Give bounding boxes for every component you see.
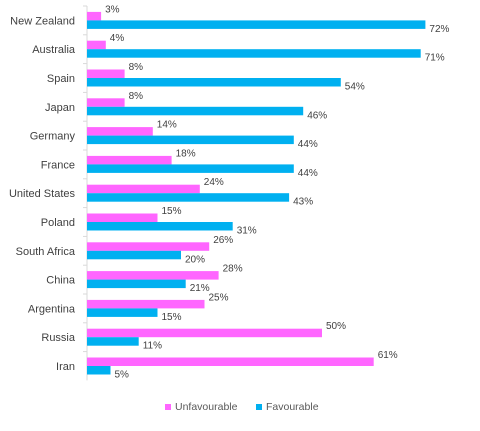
category-label-australia: Australia: [32, 44, 76, 56]
legend-swatch-favourable: [256, 404, 262, 410]
bar-unfavourable-argentina: [87, 299, 205, 309]
bar-favourable-australia: [87, 49, 421, 58]
data-label-unfavourable-poland: 15%: [162, 206, 182, 217]
data-labels: 3% 72% 4% 71% 8% 54% 8% 46% 14% 44% 18% 44% 24% 43% 15…: [105, 4, 449, 380]
bar-favourable-new-zealand: [87, 20, 426, 29]
category-label-spain: Spain: [47, 73, 75, 85]
bar-unfavourable-japan: [87, 98, 125, 107]
data-label-unfavourable-germany: 14%: [157, 120, 177, 131]
bars: [87, 11, 426, 375]
bar-unfavourable-new-zealand: [87, 11, 102, 21]
bar-unfavourable-france: [87, 155, 172, 165]
data-label-favourable-china: 21%: [190, 283, 210, 294]
bar-favourable-united-states: [87, 193, 290, 202]
bar-favourable-spain: [87, 78, 341, 87]
bar-unfavourable-united-states: [87, 184, 200, 194]
data-label-unfavourable-russia: 50%: [326, 321, 346, 332]
bar-favourable-iran: [87, 366, 111, 375]
data-label-unfavourable-australia: 4%: [110, 33, 125, 44]
data-label-unfavourable-iran: 61%: [378, 350, 398, 361]
bar-unfavourable-poland: [87, 213, 158, 222]
bar-favourable-germany: [87, 135, 294, 145]
category-label-germany: Germany: [30, 131, 76, 143]
data-label-favourable-germany: 44%: [298, 139, 318, 150]
bar-favourable-japan: [87, 106, 304, 116]
bar-favourable-argentina: [87, 308, 158, 317]
data-label-favourable-france: 44%: [298, 168, 318, 179]
y-axis: New Zealand Australia Spain Japan Germany Fra…: [9, 5, 88, 381]
legend-label-unfavourable: Unfavourable: [175, 401, 238, 413]
data-label-unfavourable-south-africa: 26%: [213, 235, 233, 246]
legend-swatch-unfavourable: [165, 404, 171, 410]
category-label-south-africa: South Africa: [16, 246, 76, 258]
data-label-favourable-iran: 5%: [115, 370, 130, 381]
data-label-favourable-poland: 31%: [237, 226, 257, 237]
data-label-favourable-japan: 46%: [307, 110, 327, 121]
data-label-unfavourable-united-states: 24%: [204, 177, 224, 188]
data-label-unfavourable-japan: 8%: [129, 91, 144, 102]
data-label-favourable-argentina: 15%: [162, 312, 182, 323]
bar-unfavourable-china: [87, 271, 219, 280]
data-label-unfavourable-france: 18%: [176, 148, 196, 159]
category-label-argentina: Argentina: [28, 303, 76, 315]
bar-favourable-poland: [87, 222, 233, 231]
bar-favourable-france: [87, 164, 294, 173]
data-label-unfavourable-argentina: 25%: [209, 292, 229, 303]
category-label-russia: Russia: [41, 332, 76, 344]
bar-favourable-china: [87, 279, 186, 289]
category-label-iran: Iran: [56, 361, 75, 373]
data-label-unfavourable-new-zealand: 3%: [105, 4, 120, 15]
category-label-france: France: [41, 159, 75, 171]
category-label-united-states: United States: [9, 188, 76, 200]
bar-favourable-russia: [87, 337, 139, 346]
category-label-china: China: [46, 275, 76, 287]
bar-unfavourable-south-africa: [87, 242, 210, 251]
data-label-unfavourable-spain: 8%: [129, 62, 144, 73]
data-label-favourable-new-zealand: 72%: [429, 24, 449, 35]
category-label-japan: Japan: [45, 102, 75, 114]
data-label-favourable-united-states: 43%: [293, 197, 313, 208]
category-label-new-zealand: New Zealand: [10, 15, 75, 27]
bar-unfavourable-australia: [87, 40, 106, 50]
data-label-favourable-australia: 71%: [425, 53, 445, 64]
data-label-unfavourable-china: 28%: [223, 264, 243, 275]
bar-favourable-south-africa: [87, 250, 181, 260]
category-label-poland: Poland: [41, 217, 75, 229]
bar-unfavourable-russia: [87, 328, 322, 338]
legend: Unfavourable Favourable: [165, 401, 319, 413]
data-label-favourable-russia: 11%: [143, 341, 162, 352]
legend-label-favourable: Favourable: [266, 401, 319, 413]
bar-unfavourable-spain: [87, 69, 125, 78]
bar-unfavourable-germany: [87, 127, 153, 136]
data-label-favourable-south-africa: 20%: [185, 254, 205, 265]
bar-unfavourable-iran: [87, 357, 374, 366]
data-label-favourable-spain: 54%: [345, 82, 365, 93]
